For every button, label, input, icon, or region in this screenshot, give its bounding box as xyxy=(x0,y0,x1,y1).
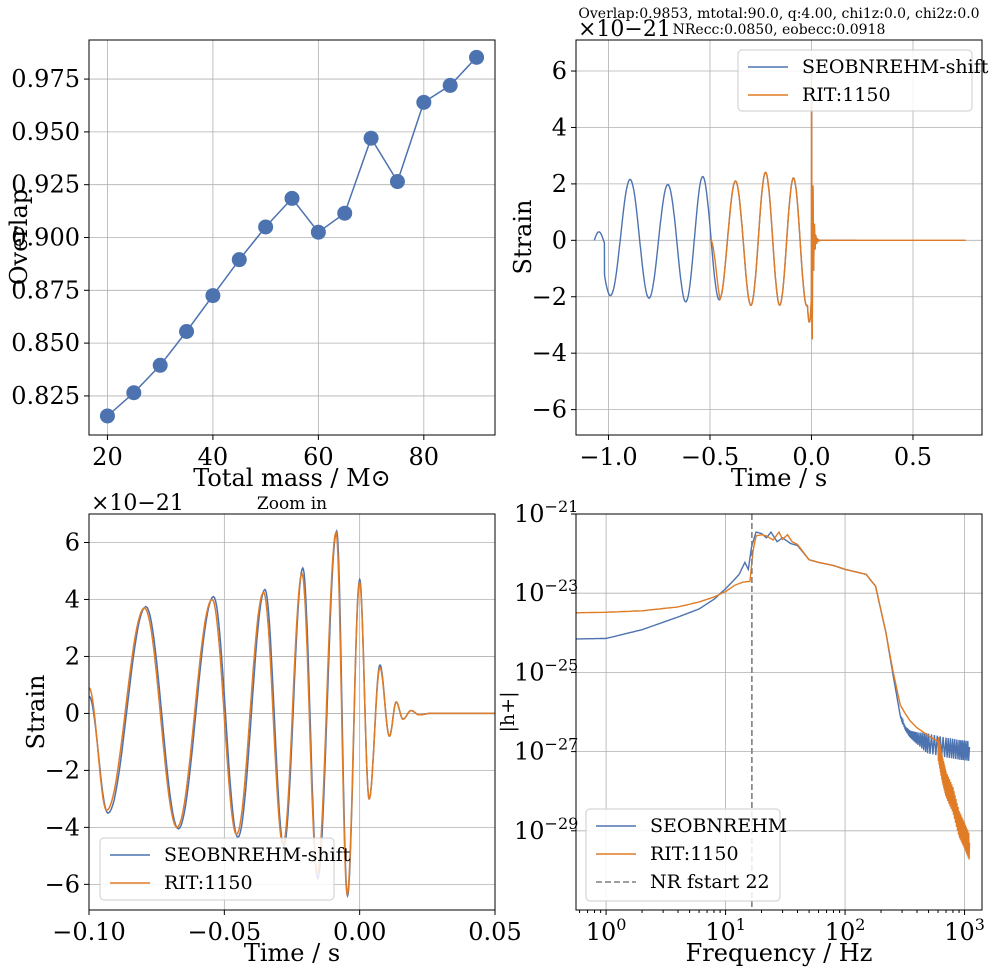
tl-ytick-label: 0.950 xyxy=(11,118,80,146)
tl-xtick-label: 80 xyxy=(409,443,440,471)
tl-point-20 xyxy=(99,408,115,424)
tl-point-60 xyxy=(310,224,326,240)
br-xlabel: Frequency / Hz xyxy=(686,939,873,967)
tr-xlabel: Time / s xyxy=(731,464,827,492)
br-ytick-label: 10−29 xyxy=(514,814,578,845)
tr-title: Overlap:0.9853, mtotal:90.0, q:4.00, chi… xyxy=(578,6,979,22)
br-legend-seob: SEOBNREHM xyxy=(650,815,787,837)
tl-xtick-label: 60 xyxy=(303,443,334,471)
bl-ytick-label: 4 xyxy=(65,585,80,613)
br-ylabel: |h+| xyxy=(497,692,519,733)
tl-xtick-label: 40 xyxy=(198,443,229,471)
tr-legend-seob: SEOBNREHM-shift xyxy=(802,56,989,78)
tl-point-80 xyxy=(416,94,432,110)
br-legend-vline: NR fstart 22 xyxy=(650,871,770,893)
bl-xlabel: Time / s xyxy=(244,939,340,967)
br-xtick-label: 101 xyxy=(705,915,746,946)
tr-ytick-label: 6 xyxy=(552,57,567,85)
tl-xlabel: Total mass / M⊙ xyxy=(193,464,391,492)
bl-offset-label: ×10−21 xyxy=(91,491,184,516)
tl-ytick-label: 0.875 xyxy=(11,276,80,304)
br-series-0 xyxy=(576,530,971,761)
tl-point-25 xyxy=(126,385,142,401)
tr-ytick-label: 2 xyxy=(552,170,567,198)
bl-ylabel: Strain xyxy=(22,675,50,750)
tr-ytick-label: 4 xyxy=(552,113,567,141)
tr-offset-label: ×10−21 xyxy=(578,17,671,42)
tl-point-75 xyxy=(389,174,405,190)
bl-ytick-label: 6 xyxy=(65,528,80,556)
strain-time-panel: −1.0 −0.5 0.0 0.5 −6 −4 −2 0 2 4 6 Overlap:0.9853,… xyxy=(509,6,989,492)
tl-point-50 xyxy=(258,219,274,235)
br-legend-rit: RIT:1150 xyxy=(650,843,739,865)
bl-xtick-label: −0.05 xyxy=(188,918,262,946)
tl-xtick-label: 20 xyxy=(92,443,123,471)
overlap-vs-mass-panel: 20 40 60 80 0.825 0.850 0.875 0.900 0.925 0.950 0.… xyxy=(5,39,496,492)
tr-ytick-label: 0 xyxy=(552,226,567,254)
bl-series-1 xyxy=(89,530,495,897)
bl-legend: SEOBNREHM-shift RIT:1150 xyxy=(99,837,351,901)
tr-ytick-label: −4 xyxy=(532,339,567,367)
bl-xtick-label: 0.05 xyxy=(468,918,521,946)
tr-series-rit xyxy=(709,62,966,340)
tr-xtick-label: 0.0 xyxy=(792,443,830,471)
bl-ytick-label: 2 xyxy=(65,642,80,670)
tr-ytick-label: −6 xyxy=(532,396,567,424)
tl-ytick-label: 0.925 xyxy=(11,171,80,199)
br-series-1 xyxy=(576,530,971,860)
bl-legend-rit: RIT:1150 xyxy=(164,872,253,894)
tr-ytick-label: −2 xyxy=(532,283,567,311)
br-legend: SEOBNREHM RIT:1150 NR fstart 22 xyxy=(585,808,787,902)
tr-xtick-label: 0.5 xyxy=(894,443,932,471)
tl-point-55 xyxy=(284,190,300,206)
tl-ytick-label: 0.975 xyxy=(11,65,80,93)
zoom-panel: −0.10 −0.05 0.00 0.05 −6 −4 −2 0 2 4 6 Zoom in ×10… xyxy=(22,491,522,967)
tr-legend-rit: RIT:1150 xyxy=(802,84,891,106)
tl-ytick-label: 0.825 xyxy=(11,382,80,410)
tr-subtitle: NRecc:0.0850, eobecc:0.0918 xyxy=(673,22,886,38)
tr-ylabel: Strain xyxy=(509,200,537,275)
tr-xtick-label: −1.0 xyxy=(579,443,637,471)
bl-title: Zoom in xyxy=(257,494,327,514)
tl-ytick-label: 0.850 xyxy=(11,329,80,357)
tr-legend: SEOBNREHM-shift RIT:1150 xyxy=(737,49,989,112)
tl-point-85 xyxy=(442,77,458,93)
tl-point-70 xyxy=(363,130,379,146)
tl-point-30 xyxy=(152,357,168,373)
tl-point-45 xyxy=(231,252,247,268)
tr-xtick-label: −0.5 xyxy=(681,443,739,471)
tl-point-90 xyxy=(469,49,485,65)
tl-ytick-label: 0.900 xyxy=(11,224,80,252)
bl-ytick-label: −2 xyxy=(45,756,80,784)
bl-ytick-label: 0 xyxy=(65,699,80,727)
tl-point-35 xyxy=(179,323,195,339)
bl-ytick-label: −4 xyxy=(45,813,80,841)
bl-xtick-label: −0.10 xyxy=(52,918,126,946)
bl-xtick-label: 0.00 xyxy=(333,918,386,946)
bl-ytick-label: −6 xyxy=(45,870,80,898)
tl-ylabel: Overlap xyxy=(5,189,33,285)
bl-legend-seob: SEOBNREHM-shift xyxy=(164,844,351,866)
tl-point-65 xyxy=(337,205,353,221)
tl-point-40 xyxy=(205,288,221,304)
